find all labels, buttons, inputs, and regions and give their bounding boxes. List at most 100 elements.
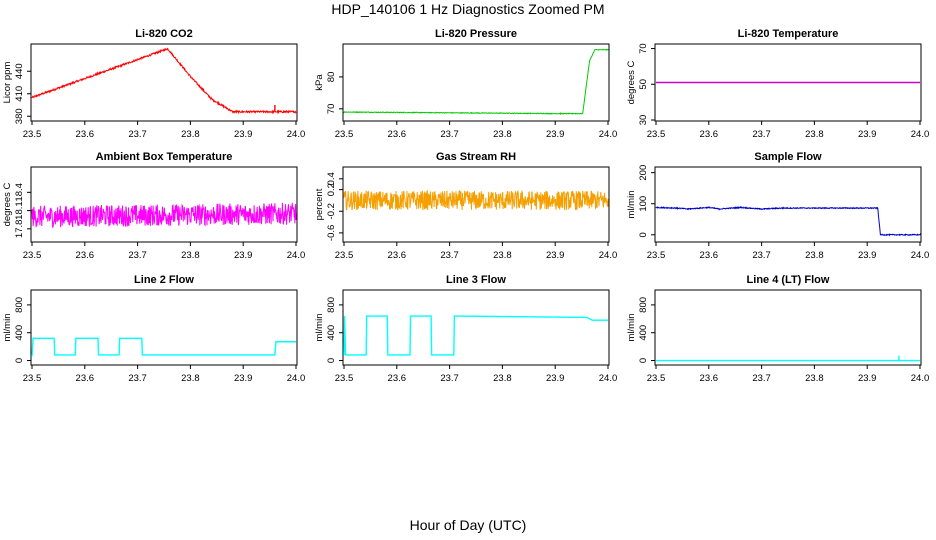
panel-1: Li-820 CO2 23.5 23.6 23.7 23.8 23.9 24.0 380 410…: [2, 28, 305, 140]
y-tick-label: 0: [638, 232, 649, 237]
x-tick-label: 23.7: [128, 129, 147, 140]
y-tick-label: -0.2: [326, 203, 337, 219]
x-tick-label: 23.6: [700, 373, 719, 384]
x-tick-label: 23.5: [335, 373, 354, 384]
y-tick-label: 100: [638, 196, 649, 212]
x-tick-label: 23.8: [181, 373, 200, 384]
panel-8: Line 3 Flow 23.5 23.6 23.7 23.8 23.9 24.0 0 400 8…: [314, 274, 617, 384]
panel-title: Li-820 Pressure: [435, 28, 517, 40]
y-axis-label: degrees C: [2, 182, 13, 226]
series-line: [655, 205, 921, 237]
x-tick-label: 23.6: [700, 129, 719, 140]
x-tick-label: 23.8: [493, 129, 512, 140]
panel-title: Sample Flow: [754, 151, 822, 163]
x-tick-label: 23.5: [23, 373, 42, 384]
y-axis-label: ml/min: [314, 314, 325, 342]
y-tick-label: 70: [326, 104, 337, 115]
series-line: [343, 48, 609, 116]
y-tick-label: 380: [14, 108, 25, 124]
panel-2: Li-820 Pressure 23.5 23.6 23.7 23.8 23.9 24.0 7…: [314, 28, 617, 140]
y-tick-label: 200: [638, 165, 649, 181]
x-tick-label: 23.8: [805, 129, 824, 140]
panel-4: Ambient Box Temperature 23.5 23.6 23.7 23.8 2…: [2, 151, 305, 261]
panel-9: Line 4 (LT) Flow 23.5 23.6 23.7 23.8 23.9 24.0…: [626, 274, 929, 384]
x-tick-label: 23.5: [23, 129, 42, 140]
x-tick-label: 23.8: [805, 250, 824, 261]
x-tick-label: 24.0: [287, 373, 306, 384]
plot-frame: [654, 166, 922, 243]
panel-title: Ambient Box Temperature: [96, 151, 233, 163]
y-tick-label: 80: [326, 72, 337, 83]
x-tick-label: 23.7: [128, 250, 147, 261]
x-tick-label: 24.0: [287, 129, 306, 140]
x-tick-label: 23.6: [700, 250, 719, 261]
x-tick-label: 23.9: [546, 373, 565, 384]
y-axis-label: kPa: [314, 74, 325, 91]
panel-title: Line 3 Flow: [446, 274, 506, 286]
x-tick-label: 23.6: [388, 250, 407, 261]
x-tick-label: 24.0: [287, 250, 306, 261]
x-tick-label: 23.8: [181, 250, 200, 261]
plot-frame: [342, 166, 610, 243]
y-tick-label: 400: [14, 325, 25, 341]
x-tick-label: 24.0: [599, 250, 618, 261]
x-tick-label: 23.6: [388, 373, 407, 384]
x-axis-label: Hour of Day (UTC): [409, 517, 527, 533]
panel-7: Line 2 Flow 23.5 23.6 23.7 23.8 23.9 24.0 0 400 8…: [2, 274, 305, 384]
x-tick-label: 23.9: [234, 250, 253, 261]
plot-frame: [30, 43, 298, 122]
x-tick-label: 23.6: [388, 129, 407, 140]
x-tick-label: 23.9: [546, 129, 565, 140]
plot-frame: [342, 289, 610, 366]
plot-frame: [654, 43, 922, 122]
figure-title: HDP_140106 1 Hz Diagnostics Zoomed PM: [331, 1, 605, 17]
plot-frame: [654, 289, 922, 366]
x-tick-label: 24.0: [599, 373, 618, 384]
y-tick-label: 800: [326, 297, 337, 313]
x-tick-label: 23.9: [858, 250, 877, 261]
y-tick-label: 0.4: [326, 172, 337, 185]
y-tick-label: -0.6: [326, 225, 337, 241]
panel-3: Li-820 Temperature 23.5 23.6 23.7 23.8 23.9 24…: [626, 28, 929, 140]
y-tick-label: 800: [14, 297, 25, 313]
y-tick-label: 400: [638, 325, 649, 341]
x-tick-label: 23.8: [805, 373, 824, 384]
y-axis-label: percent: [314, 188, 325, 220]
y-tick-label: 17.8: [14, 220, 25, 239]
x-tick-label: 24.0: [599, 129, 618, 140]
y-tick-label: 400: [326, 325, 337, 341]
x-tick-label: 23.9: [546, 250, 565, 261]
x-tick-label: 23.6: [76, 250, 95, 261]
x-tick-label: 23.5: [335, 250, 354, 261]
series-line: [343, 189, 609, 211]
x-tick-label: 23.7: [752, 250, 771, 261]
x-tick-label: 24.0: [911, 373, 930, 384]
y-tick-label: 18.4: [14, 183, 25, 202]
y-axis-label: ml/min: [626, 191, 637, 219]
x-tick-label: 23.7: [440, 373, 459, 384]
x-tick-label: 23.5: [647, 129, 666, 140]
panel-title: Li-820 CO2: [135, 28, 192, 40]
y-tick-label: 18.1: [14, 201, 25, 220]
x-tick-label: 23.5: [647, 373, 666, 384]
x-tick-label: 23.6: [76, 129, 95, 140]
x-tick-label: 23.6: [76, 373, 95, 384]
x-tick-label: 23.7: [440, 250, 459, 261]
series-line: [343, 315, 608, 356]
y-tick-label: 70: [638, 43, 649, 54]
x-tick-label: 23.9: [234, 129, 253, 140]
y-tick-label: 0.2: [326, 183, 337, 196]
x-tick-label: 23.7: [128, 373, 147, 384]
y-tick-label: 800: [638, 297, 649, 313]
panel-6: Sample Flow 23.5 23.6 23.7 23.8 23.9 24.0 0 100 2…: [626, 151, 929, 261]
y-axis-label: ml/min: [2, 314, 13, 342]
y-tick-label: 440: [14, 63, 25, 79]
plot-frame: [30, 289, 298, 366]
plot-frame: [342, 43, 610, 122]
x-tick-label: 23.8: [181, 129, 200, 140]
y-tick-label: 0: [326, 358, 337, 363]
y-tick-label: 50: [638, 79, 649, 90]
x-tick-label: 23.9: [234, 373, 253, 384]
x-tick-label: 23.8: [493, 250, 512, 261]
series-line: [31, 202, 297, 229]
